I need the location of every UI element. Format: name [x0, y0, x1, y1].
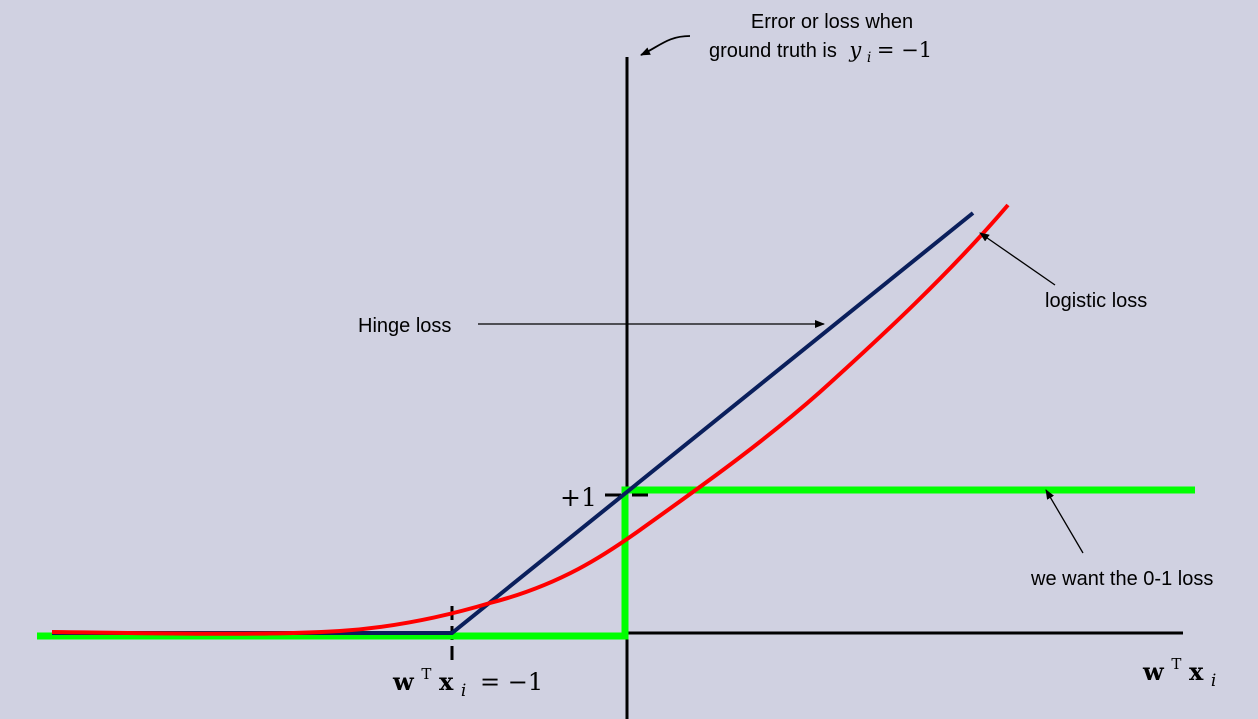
tick-label-x: x [439, 667, 454, 696]
y-axis-title-var: y [848, 38, 862, 62]
zero-one-arrow [1045, 489, 1084, 554]
x-axis-w: w [1142, 657, 1165, 686]
x-axis-i: i [1211, 671, 1216, 691]
zero-one-loss-line [37, 486, 1195, 640]
y-axis-title-eq: = −1 [877, 38, 932, 62]
logistic-arrow [979, 232, 1056, 286]
hinge-loss-label: Hinge loss [358, 315, 451, 337]
x-axis-label: w T x i [1142, 647, 1216, 691]
zero-one-loss-label: we want the 0-1 loss [1030, 568, 1213, 590]
y-axis-title-sub: i [867, 50, 871, 66]
x-axis-T: T [1171, 655, 1181, 673]
y-axis-title-line2: ground truth is y i = −1 [709, 38, 932, 67]
logistic-loss-label: logistic loss [1045, 290, 1147, 312]
logistic-loss-curve [51, 203, 1010, 636]
tick-label-T: T [421, 665, 431, 683]
tick-label-w: w [392, 667, 415, 696]
y-axis-title-text: ground truth is [709, 40, 837, 62]
plus-one-label: +1 [560, 483, 597, 512]
tick-label-eq: = −1 [480, 668, 543, 696]
y-title-arrow [640, 35, 691, 56]
y-axis-title-line1: Error or loss when [751, 11, 913, 33]
tick-minus-one-label: w T x i = −1 [392, 657, 543, 702]
hinge-loss-line [52, 211, 975, 635]
x-axis-x: x [1189, 657, 1204, 686]
tick-label-i: i [461, 681, 466, 701]
